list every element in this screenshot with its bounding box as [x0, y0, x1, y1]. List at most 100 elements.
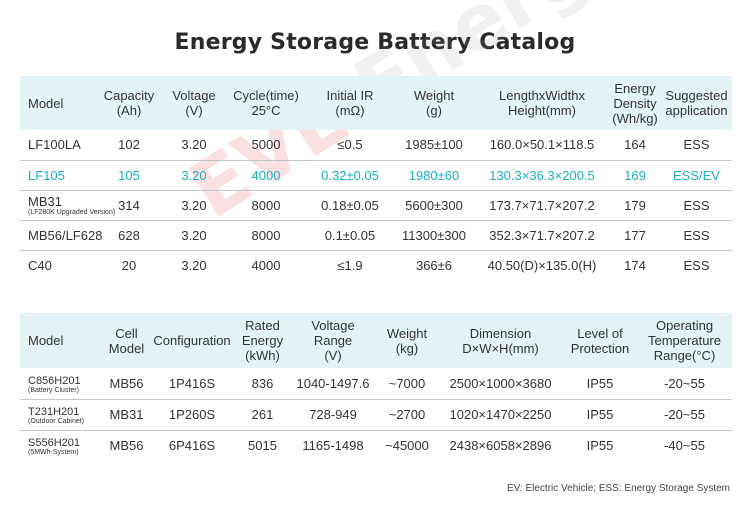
- table-cell-model: MB56/LF628: [20, 220, 102, 250]
- table-cell-cell: MB56: [109, 438, 144, 454]
- column-header: Initial IR (mΩ): [307, 76, 393, 130]
- column-header-line: LengthxWidthx: [499, 88, 585, 103]
- column-header-line: (V): [324, 348, 342, 363]
- table-cell-temp: -20~55: [664, 375, 705, 391]
- column-header-line: Model: [108, 340, 145, 356]
- table-cell-ip: IP55: [586, 375, 614, 391]
- column-header-line: Energy: [241, 333, 284, 348]
- column-header-line: (kWh): [245, 348, 280, 363]
- table-cell-config: 6P416S: [168, 438, 216, 454]
- table-cell-capacity: 102: [118, 137, 140, 153]
- model-subtitle: (5MWh-System): [28, 449, 79, 457]
- table-cell-dims: 40.50(D)×135.0(H): [487, 257, 597, 273]
- column-header-line: application: [665, 103, 728, 118]
- system-table-header-row: Model Cell Model Configuration Rated Energy (k…: [20, 313, 732, 368]
- column-header-line: Temperature: [648, 333, 721, 348]
- table-cell-density: 177: [624, 227, 646, 243]
- table-cell-dims: 2438×6058×2896: [449, 438, 552, 454]
- table-cell-voltage: 3.20: [181, 137, 207, 153]
- page-title: Energy Storage Battery Catalog: [174, 30, 576, 55]
- column-header-line: Capacity: [103, 88, 155, 103]
- column-header: Weight (g): [393, 76, 475, 130]
- table-cell-density: 169: [624, 167, 646, 183]
- table-cell-cycle: 8000: [251, 227, 281, 243]
- column-header-line: Dimension: [469, 325, 532, 341]
- table-cell-dims: 130.3×36.3×200.5: [489, 167, 595, 183]
- table-cell-weight: 1985±100: [405, 137, 463, 153]
- model-name: LF100LA: [28, 137, 81, 153]
- table-cell-app: ESS: [683, 227, 710, 243]
- model-name: MB31: [28, 193, 62, 209]
- column-header: Cell Model: [104, 313, 149, 368]
- table-cell-weight: 5600±300: [405, 197, 463, 213]
- column-header-line: Voltage: [311, 318, 355, 333]
- table-cell-temp: -20~55: [664, 407, 705, 422]
- table-cell-capacity: 628: [118, 227, 140, 243]
- column-header-line: Height(mm): [508, 103, 576, 118]
- table-cell-dims: 1020×1470×2250: [449, 407, 552, 422]
- table-cell-energy: 261: [251, 407, 274, 422]
- table-cell-temp: -40~55: [664, 438, 705, 454]
- table-cell-density: 179: [624, 197, 646, 213]
- column-header-line: Density: [613, 95, 657, 111]
- column-header-line: Operating: [655, 318, 714, 333]
- column-header-line: 25°C: [251, 103, 281, 118]
- table-cell-voltage: 1040-1497.6: [296, 375, 370, 391]
- table-cell-ir: ≤1.9: [337, 257, 363, 273]
- table-cell-cycle: 5000: [251, 137, 281, 153]
- table-cell-energy: 836: [251, 375, 274, 391]
- table-cell-ir: ≤0.5: [337, 137, 363, 153]
- table-cell-weight: ~2700: [388, 407, 426, 422]
- table-cell-density: 164: [624, 137, 646, 153]
- table-cell-model: T231H201 (Outdoor Cabinet): [20, 399, 104, 430]
- column-header: Cycle(time) 25°C: [225, 76, 307, 130]
- column-header: Operating Temperature Range(°C): [637, 313, 732, 368]
- table-cell-capacity: 314: [118, 197, 140, 213]
- column-header: Energy Density (Wh/kg): [609, 76, 661, 130]
- table-row: T231H201 (Outdoor Cabinet) MB31 1P260S 261 72…: [20, 399, 732, 430]
- column-header: Voltage Range (V): [290, 313, 376, 368]
- column-header-line: Range(°C): [653, 348, 716, 363]
- table-cell-model: LF105: [20, 160, 95, 190]
- table-cell-app: ESS/EV: [673, 167, 720, 183]
- footnote: EV: Electric Vehicle; ESS: Energy Storag…: [506, 483, 730, 494]
- column-header-line: (mΩ): [335, 103, 365, 118]
- table-row: C856H201 (Battery Cluster) MB56 1P416S 836 10…: [20, 368, 732, 399]
- column-header-line: D×W×H(mm): [462, 340, 539, 356]
- column-header-line: Level of: [577, 325, 623, 341]
- table-cell-dims: 160.0×50.1×118.5: [489, 137, 595, 153]
- column-header-line: Weight: [413, 88, 455, 103]
- system-spec-table: Model Cell Model Configuration Rated Energy (k…: [20, 313, 732, 461]
- table-cell-cell: MB31: [109, 407, 144, 422]
- column-header-line: Model: [28, 333, 64, 348]
- table-cell-cycle: 8000: [251, 197, 281, 213]
- table-row: MB56/LF628 628 3.20 8000 0.1±0.05 11300±300 35…: [20, 220, 732, 250]
- column-header-line: (Wh/kg): [612, 110, 658, 126]
- cell-table-header-row: Model Capacity (Ah) Voltage (V) Cycle(time) 25…: [20, 76, 732, 130]
- table-cell-voltage: 3.20: [181, 257, 207, 273]
- table-cell-capacity: 20: [121, 257, 137, 273]
- table-cell-app: ESS: [683, 197, 710, 213]
- column-header-line: Energy: [614, 80, 656, 96]
- table-cell-voltage: 3.20: [181, 227, 207, 243]
- column-header: Model: [20, 76, 95, 130]
- column-header-line: (Ah): [116, 103, 142, 118]
- column-header-line: Configuration: [153, 333, 231, 348]
- table-cell-dims: 2500×1000×3680: [449, 375, 552, 391]
- model-subtitle: (Battery Cluster): [28, 386, 79, 394]
- column-header: Dimension D×W×H(mm): [438, 313, 563, 368]
- model-name: T231H201: [28, 406, 80, 418]
- table-cell-cycle: 4000: [251, 167, 281, 183]
- table-row: C40 20 3.20 4000 ≤1.9 366±6 40.50(D)×135.0(H) 1…: [20, 250, 732, 280]
- column-header: Rated Energy (kWh): [235, 313, 290, 368]
- table-cell-dims: 352.3×71.7×207.2: [489, 227, 595, 243]
- table-row: LF105 105 3.20 4000 0.32±0.05 1980±60 130.3×36…: [20, 160, 732, 190]
- table-cell-voltage: 3.20: [181, 197, 207, 213]
- table-cell-model: C856H201 (Battery Cluster): [20, 368, 104, 399]
- column-header-line: Range: [313, 333, 353, 348]
- table-cell-ip: IP55: [586, 438, 614, 454]
- table-cell-app: ESS: [683, 137, 710, 153]
- column-header-line: Suggested: [665, 88, 728, 103]
- table-cell-model: C40: [20, 250, 95, 280]
- column-header-line: Protection: [570, 340, 630, 356]
